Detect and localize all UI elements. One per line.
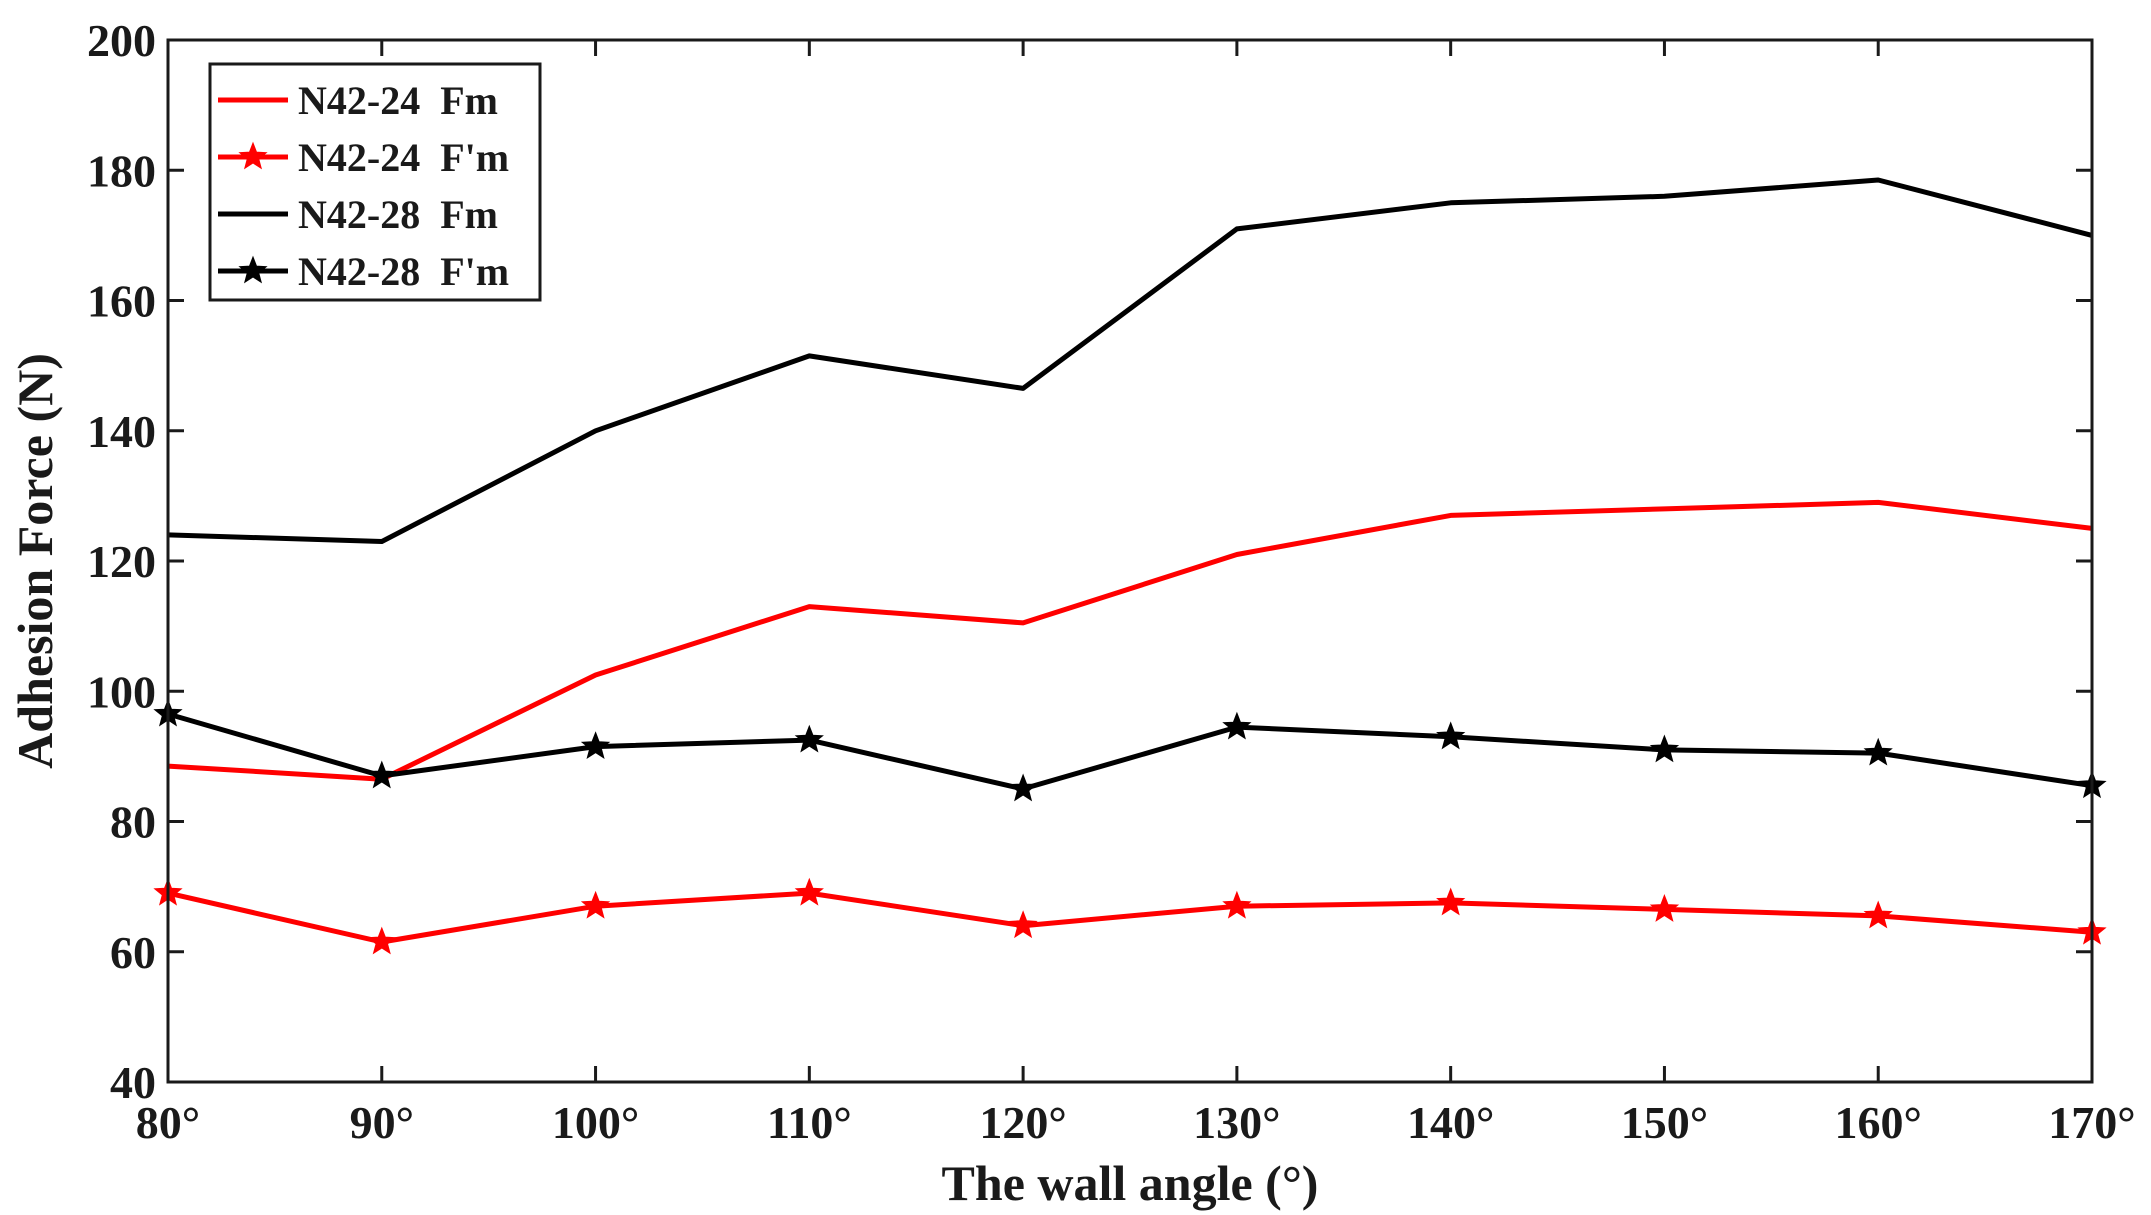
series-4-point [1008, 773, 1038, 802]
y-tick-label: 120 [87, 536, 156, 587]
axis-ticks: 80° 90° 100° 110° 120° 130° 140° 150° 160° 170° 40… [87, 15, 2136, 1148]
legend-label-2: N42-24 F'm [298, 135, 509, 180]
legend-marker-4 [238, 255, 268, 284]
x-tick-label: 90° [350, 1097, 414, 1148]
series-2-point [1222, 890, 1252, 919]
series-line-4 [167, 711, 2093, 792]
series-4-point [1649, 734, 1680, 763]
x-tick-label: 120° [979, 1097, 1066, 1148]
legend-label-3: N42-28 Fm [298, 192, 498, 237]
legend-marker-2 [238, 141, 268, 170]
y-tick-label: 60 [110, 927, 156, 978]
x-tick-label: 110° [767, 1097, 852, 1148]
legend-label-1: N42-24 Fm [298, 78, 498, 123]
y-tick-label: 160 [87, 276, 156, 327]
legend-box [208, 62, 542, 302]
y-tick-label: 100 [87, 666, 156, 717]
series-2-point [580, 890, 611, 919]
x-tick-label: 170° [2048, 1097, 2135, 1148]
series-4-point [1436, 721, 1466, 750]
y-tick-label: 80 [110, 797, 156, 848]
x-tick-label: 160° [1835, 1097, 1922, 1148]
series-line-1 [167, 499, 2093, 782]
y-tick-label: 140 [87, 406, 156, 457]
x-tick-label: 100° [552, 1097, 639, 1148]
series-line-2 [167, 890, 2093, 945]
series-4-point [1222, 711, 1252, 740]
series-2-point [1008, 910, 1038, 939]
x-tick-label: 80° [136, 1097, 200, 1148]
legend-label-4: N42-28 F'm [298, 249, 509, 294]
series-2-point [1649, 894, 1680, 922]
plot-marks [153, 177, 2107, 955]
series-2-point [367, 926, 397, 955]
series-line-3 [167, 177, 2093, 544]
y-axis-title: Adhesion Force (N) [7, 353, 63, 769]
series-2-point [794, 877, 824, 906]
x-axis-title: The wall angle (°) [942, 1155, 1319, 1211]
x-tick-label: 150° [1621, 1097, 1708, 1148]
series-4-point [580, 731, 611, 760]
series-2-point [1863, 900, 1893, 929]
y-tick-label: 200 [87, 15, 156, 66]
y-tick-label: 40 [110, 1057, 156, 1108]
series-2-point [1436, 887, 1466, 916]
y-tick-label: 180 [87, 145, 156, 196]
series-4-point [1863, 737, 1893, 766]
x-tick-label: 130° [1193, 1097, 1280, 1148]
series-4-point [794, 724, 824, 753]
legend: N42-24 Fm N42-24 F'm N42-28 Fm N42-28 F'm [208, 62, 542, 302]
x-tick-label: 140° [1407, 1097, 1494, 1148]
series-4-point [367, 760, 397, 789]
